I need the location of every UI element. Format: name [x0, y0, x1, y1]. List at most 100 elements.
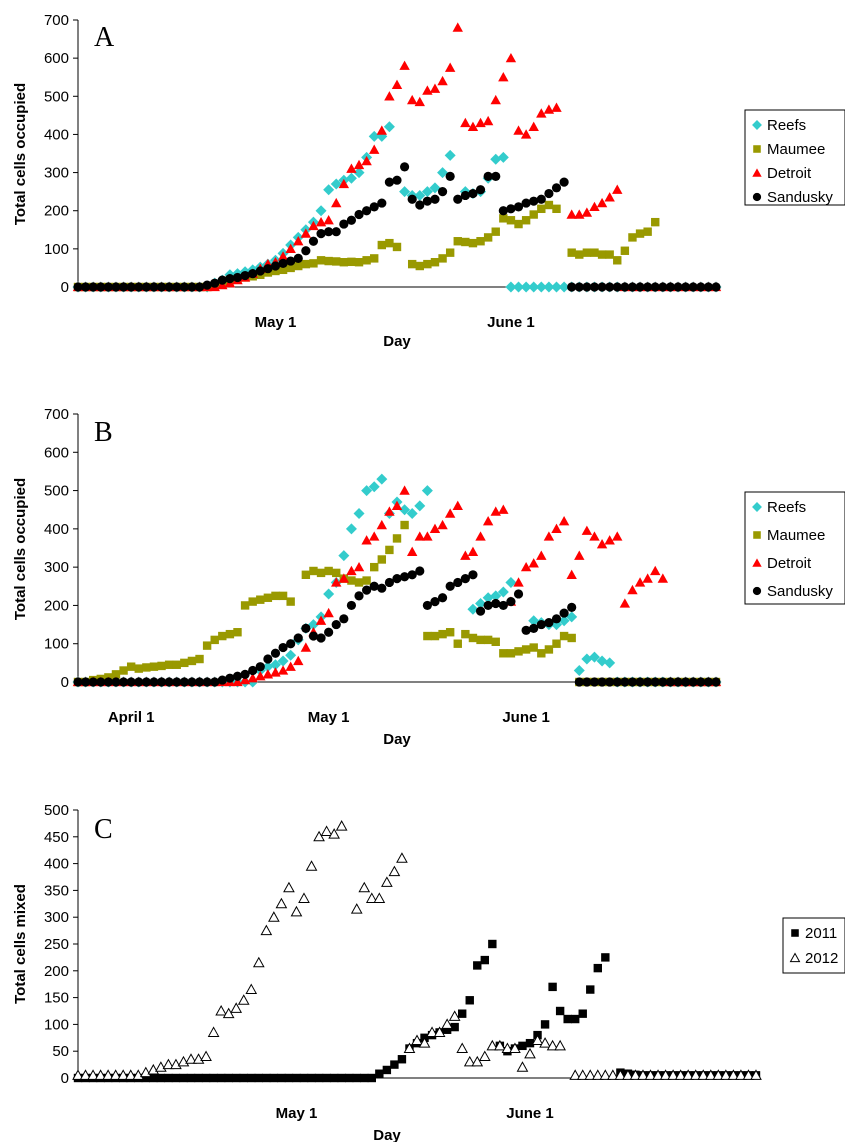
panel-c-2012-point — [215, 1004, 227, 1016]
panel-c-2012-point — [727, 1069, 740, 1080]
panel-a-detroit-point — [414, 96, 425, 107]
panel-a-sandusky-point — [354, 209, 364, 220]
panel-c-2012-point — [381, 876, 393, 887]
panel-b-sandusky-point — [118, 677, 129, 687]
panel-b-maumee-point — [567, 633, 576, 643]
panel-b-sandusky-point — [711, 677, 721, 687]
panel-a-sandusky-point — [688, 282, 698, 292]
panel-c-2012-point — [463, 1055, 476, 1067]
panel-b-sandusky-point — [301, 623, 311, 634]
panel-a-sandusky-point — [711, 282, 721, 292]
panel-c-2012-point — [222, 1007, 235, 1019]
panel-a-x-tick-label: June 1 — [487, 314, 535, 331]
panel-c-2012-point — [659, 1069, 672, 1080]
panel-b-sandusky-point — [339, 614, 349, 624]
panel-b-detroit-point — [376, 519, 388, 530]
panel-b-reefs-point — [581, 653, 593, 665]
panel-b-sandusky-point — [567, 602, 577, 612]
panel-a-maumee-point — [332, 257, 341, 266]
panel-a-reefs-point — [437, 167, 449, 179]
panel-a-y-tick-label: 400 — [44, 126, 69, 143]
panel-b-detroit-point — [270, 667, 281, 677]
panel-c-2011-point — [254, 1073, 263, 1083]
panel-c-2012-point — [268, 911, 280, 922]
panel-b-sandusky-point — [172, 677, 182, 687]
panel-a-detroit-point — [551, 102, 562, 112]
panel-c-2012-point — [516, 1061, 529, 1072]
panel-c-2012-point — [305, 860, 318, 871]
panel-a-sandusky-point — [194, 282, 205, 292]
panel-a-maumee-point — [370, 254, 379, 263]
panel-b-maumee-point — [491, 637, 500, 646]
panel-b-sandusky-point — [270, 648, 281, 658]
panel-a-detroit-point — [315, 216, 327, 227]
panel-b-detroit-point — [437, 519, 448, 530]
panel-b-sandusky-point — [210, 677, 220, 687]
panel-a-sandusky-point — [286, 256, 296, 266]
panel-c-2011-point — [571, 1014, 580, 1024]
panel-c-2012-point — [607, 1069, 619, 1080]
panel-b-sandusky-point — [88, 677, 98, 687]
panel-b-sandusky-point — [73, 677, 83, 687]
panel-c-2012-point — [614, 1069, 627, 1080]
panel-c-2012-point — [622, 1069, 634, 1080]
panel-a-reefs-point — [323, 184, 335, 196]
panel-c-y-tick-label: 100 — [44, 1016, 69, 1033]
panel-b-sandusky-point — [650, 677, 660, 687]
panel-c-2012-point — [546, 1039, 559, 1051]
panel-c-2012-point — [237, 994, 250, 1005]
panel-b-sandusky-point — [286, 639, 296, 649]
panel-b-detroit-point — [490, 506, 501, 516]
panel-a-sandusky-point — [111, 282, 121, 292]
panel-b-sandusky-point — [483, 600, 493, 611]
panel-a-sandusky-point — [567, 282, 577, 292]
panel-c-2012-point — [494, 1039, 506, 1051]
panel-c-2011-point — [329, 1073, 339, 1083]
panel-b-sandusky-point — [384, 577, 395, 588]
panel-b-sandusky-point — [612, 677, 622, 687]
panel-c-2012-point — [539, 1037, 551, 1048]
panel-a-y-tick-label: 700 — [44, 12, 69, 29]
panel-b-maumee-point — [240, 601, 250, 610]
panel-b-maumee-point — [225, 629, 235, 639]
panel-c-2012-point — [87, 1069, 99, 1080]
panel-a-sandusky-point — [248, 269, 258, 279]
panel-a-sandusky-point — [422, 196, 432, 206]
panel-c-2012-point — [697, 1069, 710, 1080]
panel-a-maumee-point — [415, 261, 424, 271]
panel-a-sandusky-point — [278, 258, 288, 268]
panel-b-sandusky-point — [696, 677, 706, 687]
panel-a-maumee-point — [468, 238, 478, 248]
panel-a-detroit-point — [520, 129, 532, 139]
panel-a-letter: A — [94, 22, 115, 53]
panel-b-detroit-point — [384, 506, 395, 516]
panel-a-y-axis-title: Total cells occupied — [12, 83, 29, 225]
panel-b-maumee-point — [392, 534, 402, 543]
panel-c-2011-point — [548, 982, 557, 992]
panel-a-detroit-point — [589, 201, 600, 212]
panel-b-detroit-point — [498, 504, 509, 514]
panel-b-x-tick-label: June 1 — [502, 709, 550, 726]
panel-a-sandusky-point — [331, 227, 341, 237]
panel-c-2011-point — [555, 1006, 565, 1016]
panel-a-sandusky-point — [521, 198, 531, 208]
panel-a-maumee-point — [590, 248, 599, 257]
panel-b-maumee-point — [126, 662, 136, 671]
panel-a-sandusky-point — [597, 282, 607, 292]
panel-c-x-tick-label: May 1 — [276, 1105, 318, 1122]
panel-a-sandusky-point — [483, 171, 493, 181]
panel-b-sandusky-point — [665, 677, 676, 687]
panel-c-2012-point — [260, 924, 273, 936]
panel-c-2011-point — [239, 1073, 248, 1083]
panel-c-2011-point — [601, 953, 610, 962]
panel-c-2012-point — [644, 1069, 657, 1080]
panel-b-sandusky-point — [445, 581, 455, 591]
panel-a-reefs-point — [330, 178, 342, 190]
panel-c-2012-point — [200, 1050, 212, 1062]
panel-a-sandusky-point — [559, 177, 569, 187]
panel-b-maumee-point — [271, 591, 280, 601]
panel-c-y-tick-label: 200 — [44, 963, 69, 980]
panel-a-sandusky-point — [316, 229, 326, 239]
panel-b-sandusky-point — [217, 675, 227, 685]
panel-a-reefs-point — [368, 130, 380, 142]
